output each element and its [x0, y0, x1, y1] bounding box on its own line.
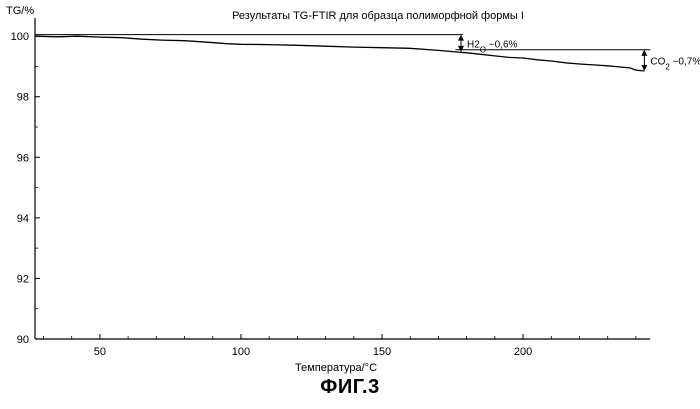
- y-tick-label: 98: [17, 92, 29, 104]
- axes: [35, 18, 650, 339]
- y-tick-label: 100: [11, 31, 29, 43]
- annotation-arrowhead-up: [641, 50, 647, 56]
- y-tick-label: 92: [17, 273, 29, 285]
- x-tick-label: 150: [373, 346, 391, 358]
- annotation-arrowhead-up: [458, 35, 464, 41]
- y-tick-label: 96: [17, 152, 29, 164]
- annotation-label: H2O −0,6%: [467, 39, 518, 54]
- x-tick-label: 50: [94, 346, 106, 358]
- y-tick-label: 90: [17, 334, 29, 346]
- x-tick-label: 200: [514, 346, 532, 358]
- y-tick-label: 94: [17, 213, 29, 225]
- chart-title: Результаты TG-FTIR для образца полиморфн…: [232, 10, 524, 22]
- annotation-arrowhead-down: [458, 46, 464, 52]
- y-axis-label: TG/%: [6, 5, 34, 17]
- series: [35, 36, 644, 71]
- ticks: 90 92 94 96 98 100 50 100 150 200: [11, 31, 636, 358]
- x-tick-label: 100: [232, 346, 250, 358]
- annotation-label: CO2 −0,7%: [650, 56, 700, 71]
- figure-caption: ФИГ.3: [0, 376, 700, 399]
- x-axis-label: Температура/°С: [295, 362, 377, 374]
- tg-curve: [35, 36, 644, 71]
- annotation-arrowhead-down: [641, 65, 647, 71]
